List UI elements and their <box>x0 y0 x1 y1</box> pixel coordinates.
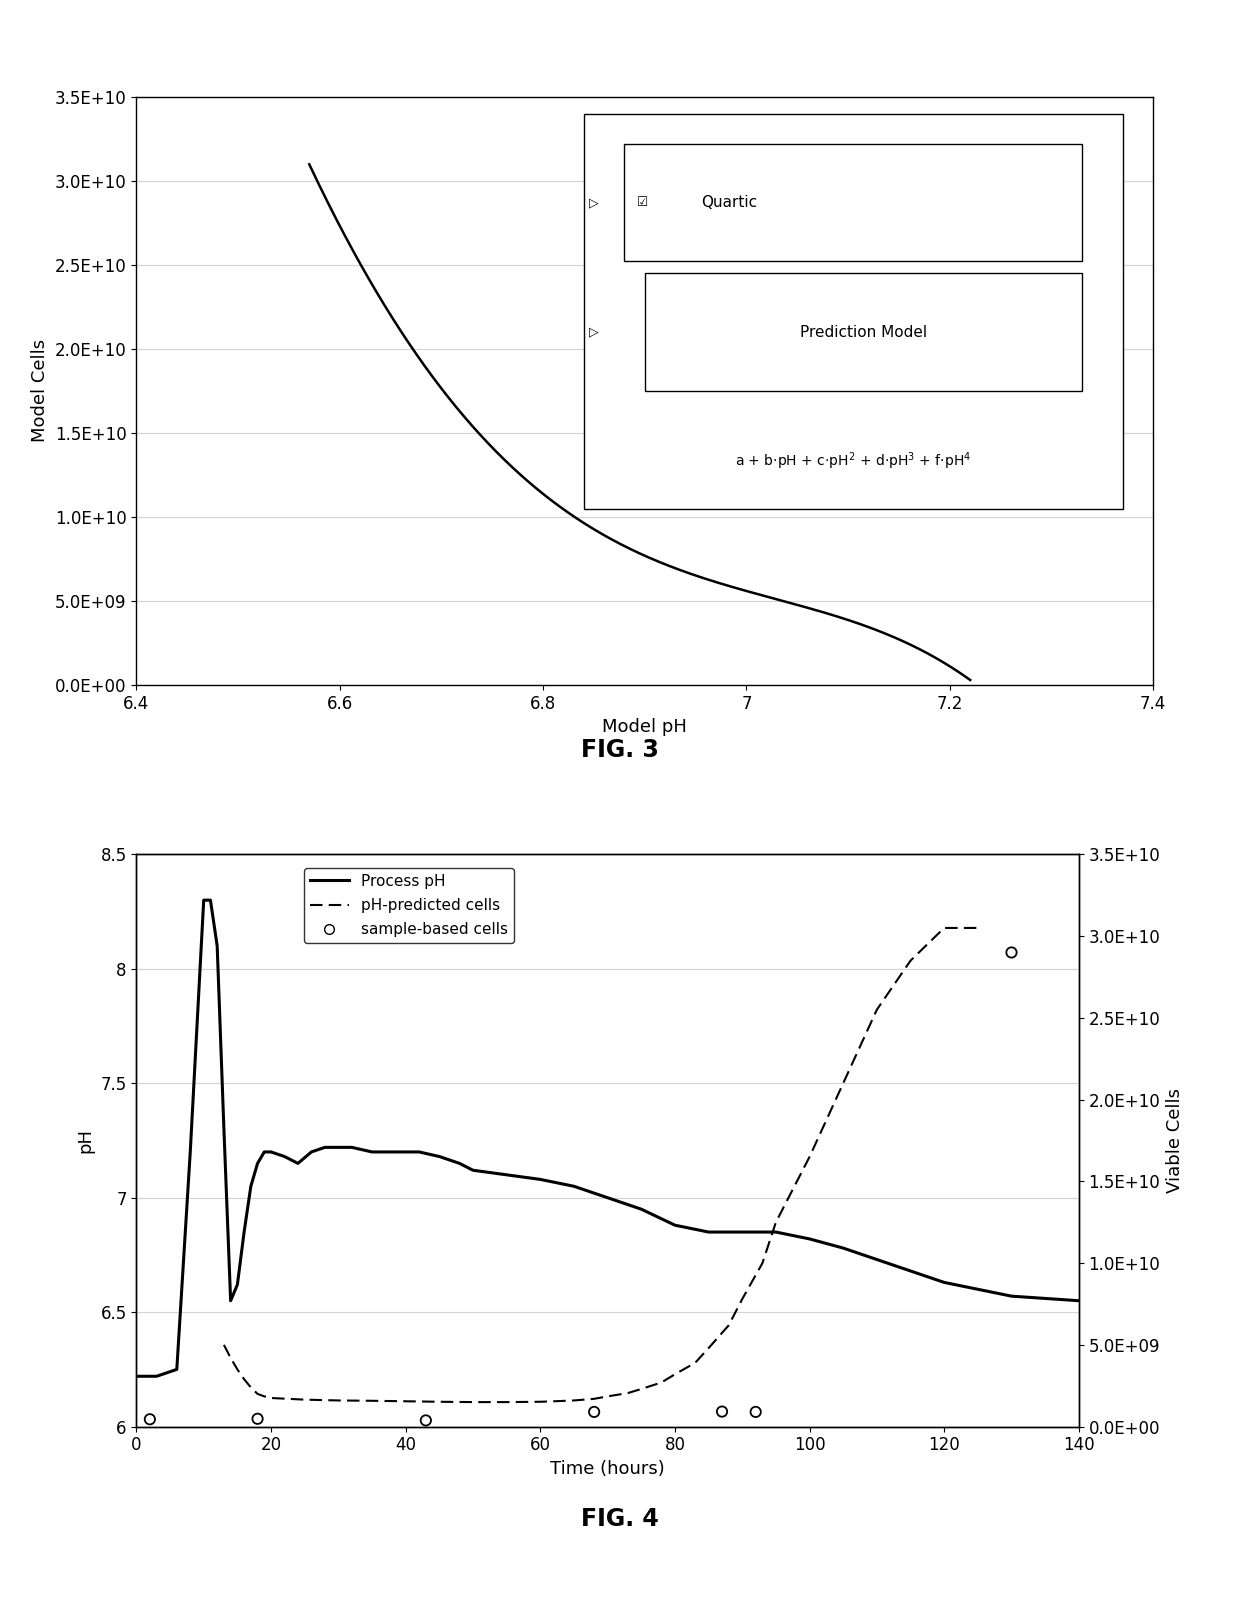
X-axis label: Model pH: Model pH <box>603 719 687 737</box>
Text: ▷: ▷ <box>589 197 599 210</box>
Text: a + b$\cdot$pH + c$\cdot$pH$^2$ + d$\cdot$pH$^3$ + f$\cdot$pH$^4$: a + b$\cdot$pH + c$\cdot$pH$^2$ + d$\cdo… <box>735 451 971 472</box>
Point <box>415 1407 435 1433</box>
Point <box>248 1406 268 1431</box>
Text: ▷: ▷ <box>589 326 599 339</box>
Point <box>745 1399 765 1425</box>
Y-axis label: pH: pH <box>77 1128 95 1153</box>
Y-axis label: Viable Cells: Viable Cells <box>1166 1088 1184 1193</box>
Text: FIG. 3: FIG. 3 <box>582 738 658 761</box>
Text: Prediction Model: Prediction Model <box>800 324 928 340</box>
Text: Quartic: Quartic <box>701 195 756 210</box>
Point <box>712 1399 732 1425</box>
Legend: Process pH, pH-predicted cells, sample-based cells: Process pH, pH-predicted cells, sample-b… <box>304 867 513 943</box>
Point <box>140 1406 160 1431</box>
Point <box>1002 940 1022 966</box>
X-axis label: Time (hours): Time (hours) <box>551 1460 665 1478</box>
Text: FIG. 4: FIG. 4 <box>582 1507 658 1530</box>
Point <box>584 1399 604 1425</box>
Y-axis label: Model Cells: Model Cells <box>31 340 50 442</box>
FancyBboxPatch shape <box>645 272 1083 392</box>
FancyBboxPatch shape <box>625 143 1083 261</box>
Text: ☑: ☑ <box>636 197 649 210</box>
FancyBboxPatch shape <box>584 114 1122 509</box>
